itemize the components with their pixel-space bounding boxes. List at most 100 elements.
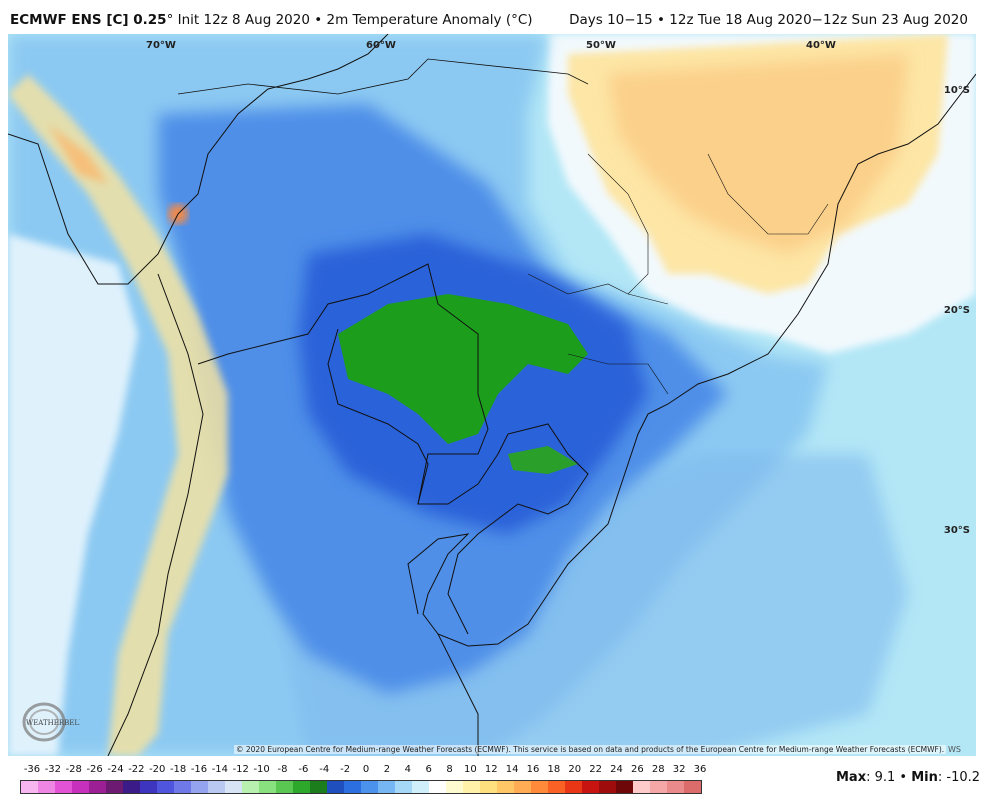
atlantic-coastline: [407, 73, 976, 647]
brazil-states-4: [567, 353, 669, 395]
legend-swatch: [497, 781, 514, 793]
lon-label-60w: 60°W: [366, 40, 396, 51]
legend-tick: -12: [232, 764, 249, 775]
legend-swatch: [361, 781, 378, 793]
legend-swatch: [72, 781, 89, 793]
header: ECMWF ENS [C] 0.25° Init 12z 8 Aug 2020 …: [0, 0, 984, 34]
legend-swatch: [667, 781, 684, 793]
brazil-states-2: [587, 153, 649, 295]
legend-tick: 4: [404, 764, 411, 775]
legend-ticks: -36 -32 -28 -26 -24 -22 -20 -18 -16 -14 -12 -10 -8 -6…: [20, 764, 707, 778]
lat-label-10s: 10°S: [944, 85, 970, 96]
legend-tick: -36: [23, 764, 41, 775]
brazil-states-3: [707, 153, 829, 235]
legend-tick: 2: [383, 764, 391, 775]
brazil-states-1: [527, 273, 669, 305]
andes-warm-core: [48, 124, 108, 184]
legend-tick: 36: [693, 764, 707, 775]
legend-swatch: [242, 781, 259, 793]
legend-swatch: [514, 781, 531, 793]
legend-swatch: [616, 781, 633, 793]
legend-swatch: [55, 781, 72, 793]
legend-tick: 16: [526, 764, 540, 775]
legend-swatch: [310, 781, 327, 793]
legend-swatch: [259, 781, 276, 793]
legend-swatch: [565, 781, 582, 793]
warm-core: [608, 54, 908, 254]
bolivia-paraguay-border: [197, 263, 509, 505]
min-label: Min: [911, 770, 938, 785]
legend-swatch: [293, 781, 310, 793]
legend-swatch: [446, 781, 463, 793]
coldest-anomaly-core: [338, 294, 588, 444]
legend-tick: -18: [169, 764, 187, 775]
ws-watermark: WS: [948, 745, 961, 754]
legend-tick: -10: [253, 764, 270, 775]
legend-tick: 14: [505, 764, 519, 775]
valid-period: Days 10−15 • 12z Tue 18 Aug 2020−12z Sun…: [569, 12, 968, 28]
uruguay-border: [447, 423, 589, 635]
coldest-anomaly-south: [508, 446, 578, 474]
weatherbell-logo: WEATHERBELL: [20, 698, 84, 746]
legend-swatch: [157, 781, 174, 793]
legend-swatch: [89, 781, 106, 793]
legend-tick: -2: [340, 764, 351, 775]
legend-tick: 22: [589, 764, 602, 775]
legend-tick: -16: [190, 764, 208, 775]
legend-swatch: [225, 781, 242, 793]
legend-tick: 6: [425, 764, 432, 775]
legend-swatch: [599, 781, 616, 793]
northwest-border: [8, 34, 389, 285]
legend-tick: -20: [149, 764, 166, 775]
legend-swatch: [123, 781, 140, 793]
init-text: ° Init 12z 8 Aug 2020 • 2m Temperature A…: [166, 12, 533, 28]
legend-swatch: [650, 781, 667, 793]
lat-label-30s: 30°S: [944, 525, 970, 536]
legend-tick: -26: [86, 764, 103, 775]
legend-tick: -28: [65, 764, 82, 775]
legend-swatch: [208, 781, 225, 793]
legend-swatch: [378, 781, 395, 793]
legend-tick: -14: [211, 764, 229, 775]
legend-swatch: [684, 781, 701, 793]
copyright-notice: © 2020 European Centre for Medium-range …: [234, 745, 947, 754]
legend-swatch: [480, 781, 497, 793]
legend-swatch: [106, 781, 123, 793]
max-min-readout: Max: 9.1 • Min: -10.2: [836, 770, 981, 785]
lon-label-50w: 50°W: [586, 40, 616, 51]
legend-tick: 26: [631, 764, 644, 775]
legend-swatch: [344, 781, 361, 793]
legend-swatch: [429, 781, 446, 793]
legend-tick: -4: [319, 764, 330, 775]
legend-swatch: [531, 781, 548, 793]
lon-label-70w: 70°W: [146, 40, 176, 51]
legend-tick: 32: [672, 764, 686, 775]
legend-swatch: [395, 781, 412, 793]
legend-tick: 18: [547, 764, 561, 775]
legend-color-bar: [20, 780, 702, 794]
legend-tick: 12: [484, 764, 498, 775]
andes-warm-streak: [8, 74, 228, 756]
northern-border: [177, 58, 589, 95]
legend-swatch: [548, 781, 565, 793]
legend-swatch: [412, 781, 429, 793]
map-title: ECMWF ENS [C] 0.25° Init 12z 8 Aug 2020 …: [10, 12, 533, 28]
legend-swatch: [633, 781, 650, 793]
legend-swatch: [276, 781, 293, 793]
legend-tick: 8: [446, 764, 453, 775]
legend-swatch: [140, 781, 157, 793]
legend-tick: -22: [128, 764, 145, 775]
legend-swatch: [191, 781, 208, 793]
legend-tick: -6: [298, 764, 309, 775]
borders: [8, 34, 976, 756]
chile-argentina-border: [107, 273, 204, 756]
lon-label-40w: 40°W: [806, 40, 836, 51]
legend-tick: 20: [568, 764, 582, 775]
logo-text: WEATHERBELL: [26, 719, 80, 727]
model-name: ECMWF ENS [C] 0.25: [10, 12, 167, 28]
pacific-neutral: [8, 234, 138, 756]
anomaly-map[interactable]: 70°W 60°W 50°W 40°W 10°S 20°S 30°S: [8, 34, 976, 756]
paraguay-border: [327, 328, 429, 505]
color-legend: -36 -32 -28 -26 -24 -22 -20 -18 -16 -14 -12 -10 -8 -6…: [20, 764, 707, 804]
legend-tick: -8: [277, 764, 288, 775]
